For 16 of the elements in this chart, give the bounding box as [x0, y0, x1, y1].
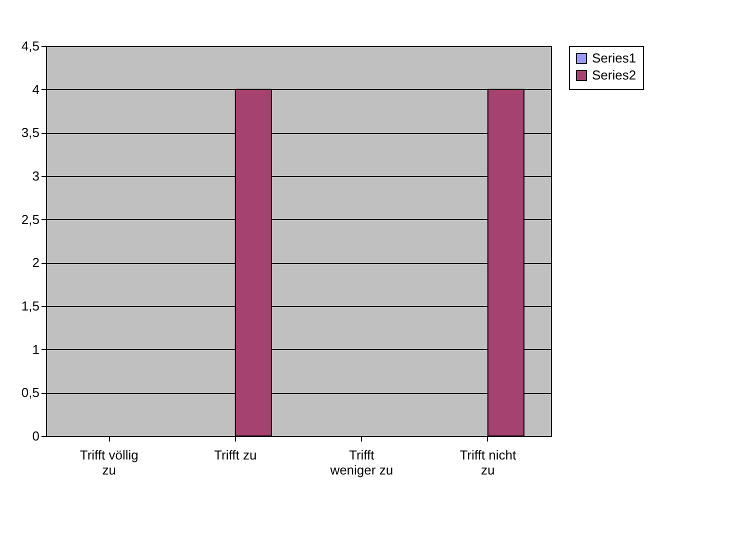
legend-label: Series1 — [592, 50, 636, 66]
y-tick-label: 2,5 — [21, 212, 40, 227]
legend-label: Series2 — [592, 68, 636, 82]
y-tick-label: 4 — [32, 82, 40, 97]
x-tick-label: Trifft zu — [214, 448, 257, 462]
x-tick-label: Trifft weniger zu — [329, 448, 394, 478]
y-tick-label: 3 — [32, 168, 40, 184]
x-tick-label: Trifft nicht zu — [460, 448, 516, 478]
y-tick-label: 3,5 — [21, 125, 40, 140]
x-tick-label: Trifft völlig zu — [80, 448, 138, 478]
y-tick-label: 4,5 — [21, 38, 40, 54]
y-tick-label: 0 — [32, 428, 40, 444]
y-tick-label: 1 — [32, 342, 40, 357]
y-tick-label: 2 — [32, 255, 40, 270]
y-tick-label: 1,5 — [21, 298, 40, 314]
y-tick-label: 0,5 — [21, 385, 40, 400]
